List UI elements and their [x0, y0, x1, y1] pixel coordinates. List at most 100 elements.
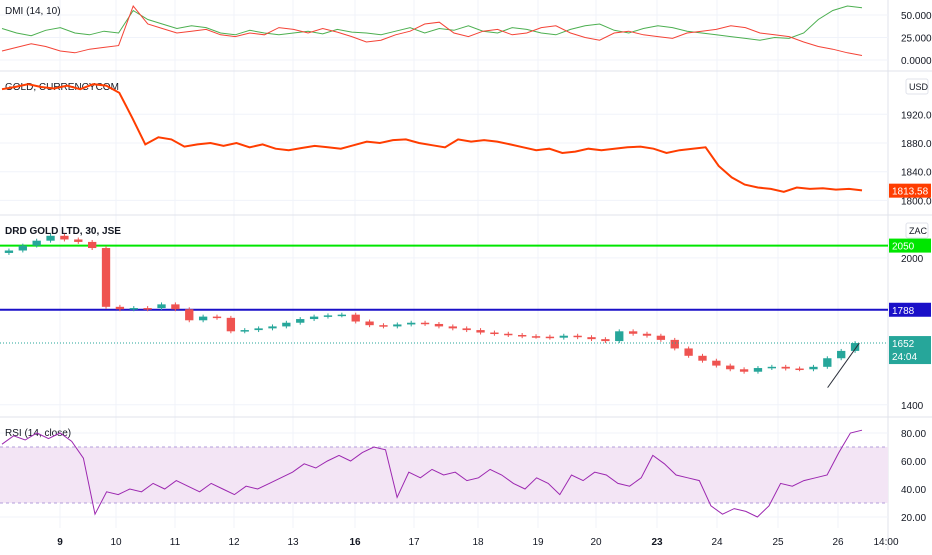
candle-body	[712, 360, 721, 366]
candle-body	[531, 336, 541, 338]
candle-body	[115, 306, 125, 310]
candle-body	[476, 330, 485, 333]
y-tick-label: 20.00	[901, 513, 926, 524]
candle-body	[212, 316, 222, 319]
x-tick-label: 17	[408, 537, 420, 548]
x-tick-label: 9	[57, 537, 63, 548]
candle-body	[545, 336, 555, 339]
candle-body	[157, 304, 166, 309]
candle-body	[753, 368, 763, 372]
candle-body	[32, 240, 41, 246]
candle-body	[74, 239, 83, 242]
candle-body	[351, 314, 360, 322]
candle-body	[504, 333, 513, 336]
unit-label: USD	[909, 82, 929, 92]
candle-body	[143, 308, 152, 310]
candle-body	[628, 331, 638, 334]
candle-body	[282, 322, 291, 327]
y-tick-label: 25.0000	[901, 34, 932, 45]
y-tick-label: 60.00	[901, 457, 926, 468]
trend-line[interactable]	[827, 342, 860, 388]
candle-body	[420, 322, 430, 325]
candle-body	[407, 322, 416, 325]
y-tick-label: 50.0000	[901, 11, 932, 22]
last-price-label: 1652	[892, 339, 915, 350]
level-label: 1788	[892, 306, 915, 317]
candle-body	[365, 321, 374, 326]
x-tick-label: 18	[472, 537, 484, 548]
series-line	[1, 83, 863, 193]
level-label: 2050	[892, 242, 915, 253]
candle-body	[670, 339, 679, 349]
candle-body	[88, 241, 97, 249]
candle-body	[129, 308, 138, 310]
candle-body	[323, 315, 333, 317]
x-tick-label: 10	[110, 537, 122, 548]
candle-body	[337, 314, 346, 317]
x-tick-label: 25	[772, 537, 784, 548]
x-tick-label: 11	[170, 537, 181, 548]
y-tick-label: 0.0000	[901, 56, 932, 67]
candle-body	[767, 366, 776, 369]
candle-body	[809, 366, 818, 370]
candle-body	[726, 365, 735, 370]
x-tick-label: 13	[287, 537, 299, 548]
bar-countdown-label: 24:04	[892, 352, 917, 363]
candle-body	[198, 316, 208, 321]
unit-box[interactable]	[905, 78, 929, 95]
series-line	[1, 5, 863, 41]
candle-body	[462, 328, 471, 331]
candle-body	[837, 350, 846, 359]
x-tick-label: 19	[532, 537, 544, 548]
series-line	[1, 5, 863, 56]
candle-body	[448, 326, 457, 329]
x-tick-label: 24	[711, 537, 723, 548]
candle-body	[46, 235, 55, 241]
candle-body	[171, 304, 180, 310]
candle-body	[559, 335, 568, 338]
y-tick-label: 1920.00	[901, 110, 932, 121]
candle-body	[850, 343, 860, 351]
candle-body	[518, 334, 527, 337]
unit-box[interactable]	[905, 222, 929, 239]
unit-label: ZAC	[909, 226, 928, 236]
y-tick-label: 2000	[901, 254, 924, 265]
candle-body	[60, 235, 69, 240]
x-tick-label: 20	[590, 537, 602, 548]
x-tick-label: 26	[832, 537, 844, 548]
candle-body	[642, 333, 652, 336]
candle-body	[393, 324, 402, 327]
y-tick-label: 1800.00	[901, 196, 932, 207]
candle-body	[309, 316, 319, 320]
last-price-tag	[889, 336, 931, 365]
y-tick-label: 1880.00	[901, 139, 932, 150]
candle-body	[379, 325, 388, 327]
candle-body	[739, 369, 749, 372]
candle-body	[226, 317, 236, 332]
y-tick-label: 1840.00	[901, 168, 932, 179]
candle-body	[296, 319, 305, 323]
level-tag	[889, 238, 931, 253]
candle-body	[698, 355, 707, 361]
y-tick-label: 40.00	[901, 485, 926, 496]
x-tick-label: 14:00	[873, 537, 898, 548]
last-price-tag	[889, 183, 931, 198]
candle-body	[573, 335, 582, 338]
y-tick-label: 1400	[901, 401, 924, 412]
x-tick-label: 16	[349, 537, 361, 548]
last-price-label: 1813.58	[892, 187, 929, 198]
series-line	[1, 429, 863, 518]
candle-body	[795, 368, 804, 371]
candle-body	[185, 309, 194, 321]
y-tick-label: 80.00	[901, 429, 926, 440]
x-tick-label: 23	[651, 537, 663, 548]
candle-body	[781, 366, 790, 369]
candle-body	[587, 337, 596, 340]
candle-body	[18, 245, 27, 251]
pane-title: DMI (14, 10)	[5, 6, 61, 17]
candle-body	[656, 335, 666, 340]
candle-body	[601, 339, 610, 342]
candle-body	[684, 348, 693, 356]
